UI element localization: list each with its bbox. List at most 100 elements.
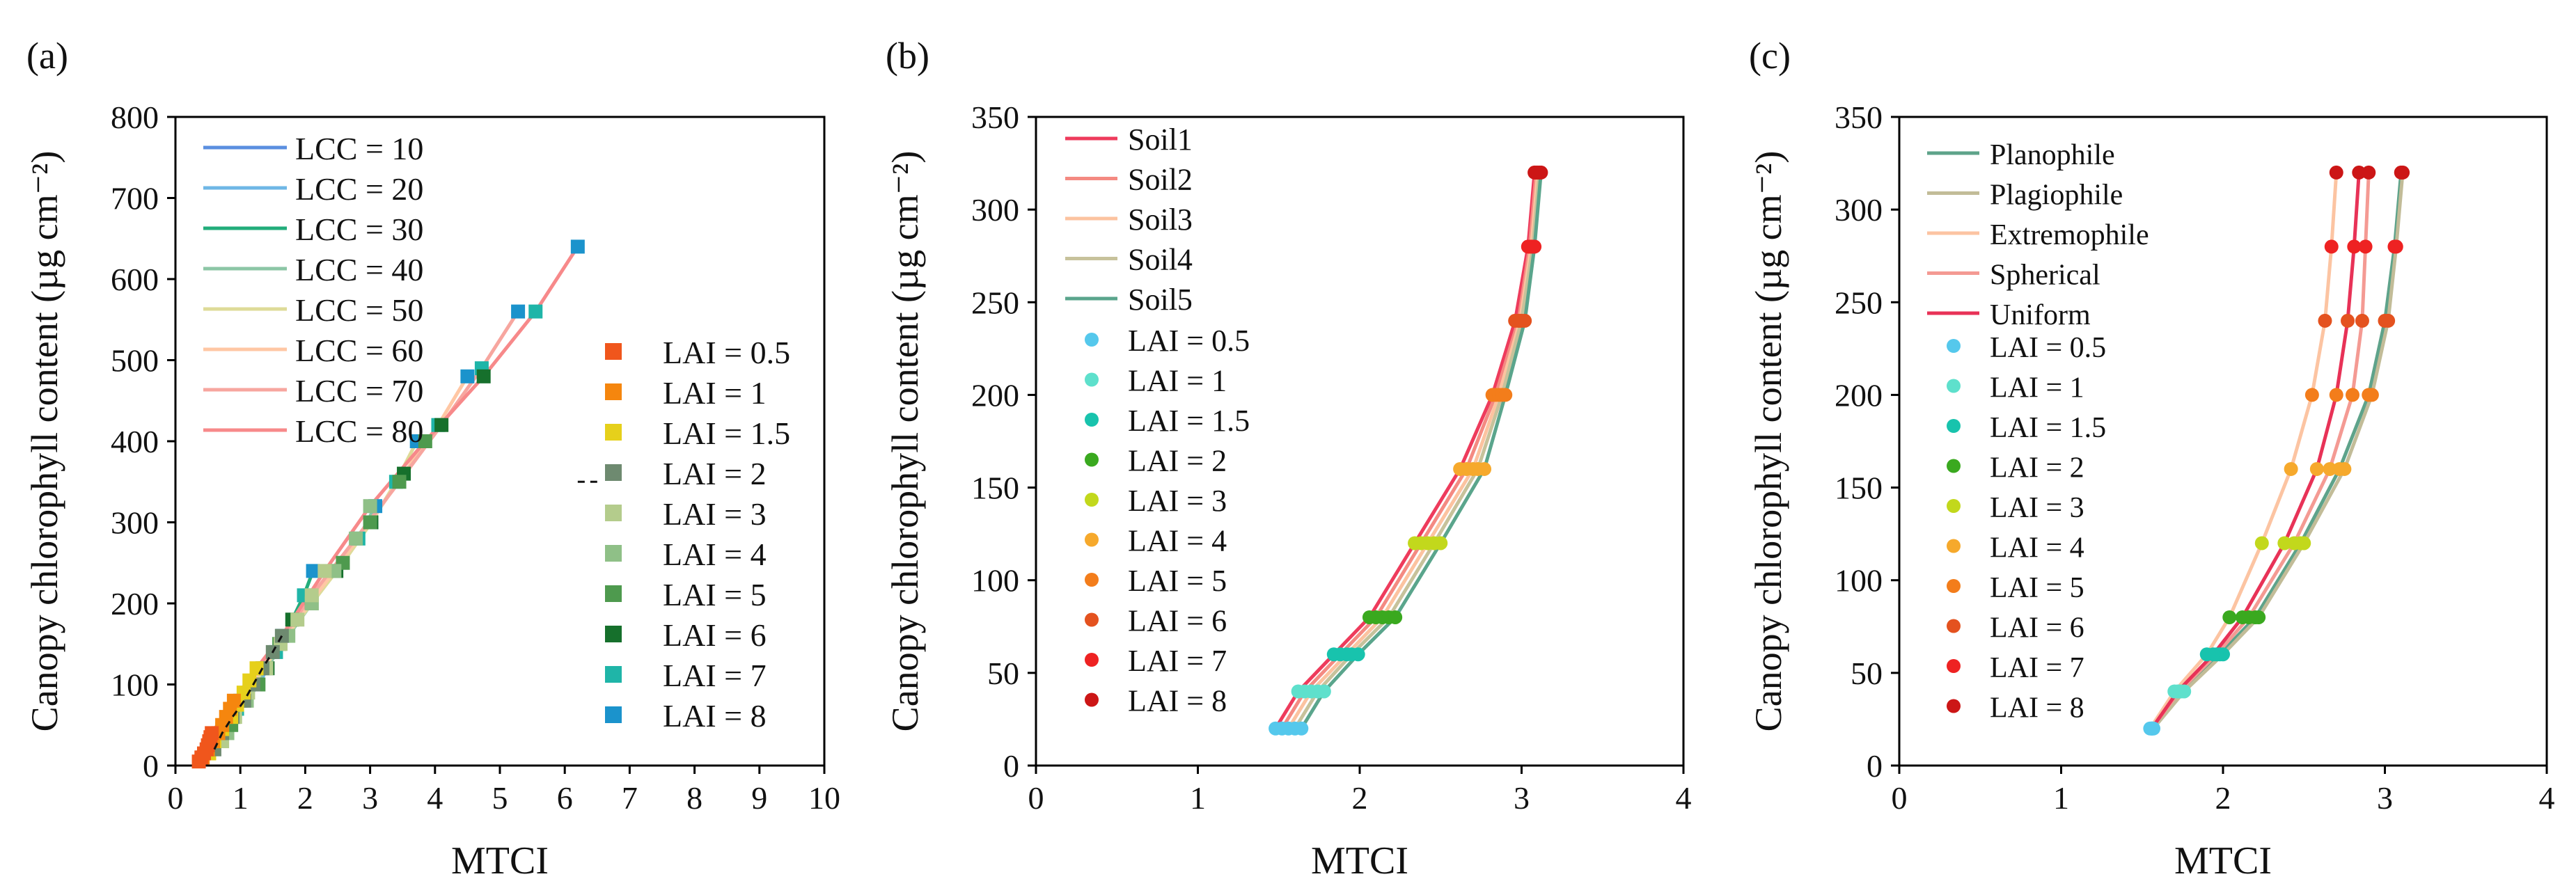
panel-c-series-lines — [2149, 172, 2405, 730]
panel-c-point — [2396, 165, 2410, 180]
panel-2-x-tick-label: 2 — [2215, 780, 2231, 816]
panel-1-y-tick-label: 350 — [971, 100, 1019, 135]
panel-b-lai-legend-swatch — [1085, 333, 1099, 347]
panel-a-lai-legend-label: LAI = 2 — [663, 456, 767, 491]
panel-c-lai-legend-swatch — [1947, 619, 1961, 633]
panel-2-y-tick-label: 350 — [1835, 100, 1883, 135]
panel-c-point — [2206, 647, 2221, 662]
panel-b-point — [1317, 684, 1331, 699]
panel-b-lai-legend-label: LAI = 8 — [1128, 684, 1227, 718]
panel-c-point — [2355, 313, 2369, 328]
panel-0-y-tick-label: 700 — [111, 181, 159, 216]
panel-b-point — [1518, 313, 1532, 328]
panel-0-x-tick-label: 8 — [686, 780, 702, 816]
panel-c-y-axis-label: Canopy chlorophyll content (µg cm⁻²) — [1748, 151, 1789, 732]
panel-2-y-tick-label: 150 — [1835, 470, 1883, 506]
panel-a-lai-legend-label: LAI = 1 — [663, 375, 767, 411]
panel-1-y-tick-label: 50 — [987, 656, 1019, 691]
panel-2-y-tick-label: 300 — [1835, 192, 1883, 228]
panel-b-lai-legend-swatch — [1085, 413, 1099, 427]
panel-0-y-tick-label: 0 — [143, 748, 159, 784]
panel-b-point — [1294, 721, 1309, 736]
panel-a-point — [434, 418, 449, 432]
panel-c-lai-legend-swatch — [1947, 539, 1961, 553]
panel-c-markers — [2143, 165, 2410, 736]
panel-b-point — [1434, 536, 1448, 551]
panel-c-point — [2329, 388, 2343, 402]
panel-a-point — [306, 564, 320, 578]
panel-1-y-tick-label: 150 — [971, 470, 1019, 506]
panel-b: (b) 0 1 2 3 4 0 50 100 150 200 250 300 350 MTCI Cano… — [884, 35, 1692, 882]
panel-a-point — [304, 588, 319, 603]
panel-a-y-axis-label: Canopy chlorophyll content (µg cm⁻²) — [24, 151, 65, 732]
panel-2-y-tick-label: 100 — [1835, 563, 1883, 599]
panel-c-lai-legend-label: LAI = 6 — [1990, 612, 2084, 644]
panel-c-legend-label: Extremophile — [1990, 219, 2149, 251]
panel-0-x-tick-label: 7 — [622, 780, 638, 816]
panel-1-x-tick-label: 2 — [1352, 780, 1368, 816]
panel-0-y-tick-label: 500 — [111, 343, 159, 379]
panel-b-legend-label: Soil1 — [1128, 122, 1193, 157]
panel-c-point — [2346, 388, 2359, 402]
panel-c-legend-label: Plagiophile — [1990, 180, 2123, 212]
panel-a-lai-legend-swatch — [605, 383, 622, 400]
panel-c-series-line-spherical — [2150, 172, 2371, 730]
panel-2-x-tick-label: 0 — [1892, 780, 1908, 816]
panel-c-x-axis-label: MTCI — [2174, 839, 2272, 882]
panel-b-y-axis-label: Canopy chlorophyll content (µg cm⁻²) — [884, 151, 926, 732]
panel-c-legend-label: Uniform — [1990, 299, 2091, 331]
panel-a-point — [205, 726, 219, 740]
panel-a-point — [363, 515, 377, 530]
panel-c-point — [2337, 461, 2352, 476]
panel-a-lai-legend-label: LAI = 7 — [663, 658, 767, 693]
panel-0-x-tick-label: 2 — [297, 780, 313, 816]
panel-2-y-tick-label: 0 — [1867, 748, 1883, 784]
panel-c-point — [2318, 313, 2332, 328]
panel-c-lai-legend-label: LAI = 4 — [1990, 532, 2084, 564]
panel-a-label: (a) — [26, 35, 68, 77]
panel-2-y-tick-label: 250 — [1835, 285, 1883, 320]
panel-a-lai-legend-swatch — [605, 505, 622, 521]
panel-0-y-tick-label: 800 — [111, 100, 159, 135]
panel-0-x-tick-label: 9 — [751, 780, 767, 816]
panel-b-point — [1477, 461, 1492, 476]
panel-a-lcc-legend: LCC = 10 LCC = 20 LCC = 30 LCC = 40 LCC = 50… — [203, 131, 423, 449]
panel-b-lai-legend-label: LAI = 2 — [1128, 444, 1227, 478]
panel-c-point — [2358, 239, 2373, 254]
panel-a-point — [511, 304, 526, 319]
panel-c-point — [2277, 536, 2292, 551]
panel-c-lai-legend-label: LAI = 2 — [1990, 452, 2084, 484]
panel-1-x-tick-label: 3 — [1514, 780, 1530, 816]
panel-b-lai-legend-label: LAI = 1.5 — [1128, 404, 1250, 438]
panel-c-lai-legend-label: LAI = 1.5 — [1990, 412, 2106, 444]
panel-c-point — [2324, 239, 2339, 254]
panel-a-lai-2-dashed-curve — [213, 635, 283, 750]
panel-c-point — [2284, 461, 2298, 476]
panel-1-y-tick-label: 200 — [971, 377, 1019, 413]
panel-0-x-tick-label: 4 — [427, 780, 443, 816]
panel-a-markers — [191, 239, 597, 769]
panel-a-point — [570, 239, 585, 254]
panel-2-x-tick-label: 1 — [2053, 780, 2069, 816]
panel-c: (c) 0 1 2 3 4 0 50 100 150 200 250 300 350 MTCI Cano… — [1748, 35, 2555, 882]
panel-c-lai-legend-swatch — [1947, 379, 1961, 393]
panel-b-lai-legend-label: LAI = 6 — [1128, 604, 1227, 638]
panel-c-point — [2381, 313, 2396, 328]
panel-b-point — [1534, 165, 1548, 180]
panel-b-legend-label: Soil3 — [1128, 203, 1193, 237]
panel-c-lai-legend-label: LAI = 8 — [1990, 692, 2084, 724]
panel-c-point — [2254, 536, 2269, 551]
panel-c-point — [2304, 388, 2319, 402]
panel-c-lai-legend-swatch — [1947, 699, 1961, 713]
panel-1-y-tick-label: 100 — [971, 563, 1019, 599]
panel-a-legend-label: LCC = 50 — [295, 292, 423, 328]
panel-0-x-tick-label: 10 — [808, 780, 840, 816]
panel-2-y-tick-label: 50 — [1851, 656, 1883, 691]
panel-c-lai-legend-swatch — [1947, 459, 1961, 473]
panel-a-point — [349, 531, 363, 546]
panel-a-x-axis-label: MTCI — [451, 839, 549, 882]
panel-a-lai-legend-label: LAI = 0.5 — [663, 335, 790, 370]
panel-b-legend: Soil1 Soil2 Soil3 Soil4 Soil5 LAI = 0.5 LAI = … — [1065, 122, 1250, 718]
panel-c-point — [2347, 239, 2362, 254]
